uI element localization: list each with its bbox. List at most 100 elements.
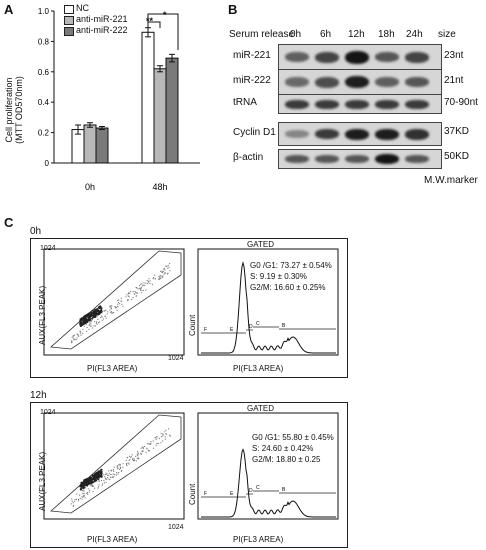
scatter-point [82, 319, 85, 322]
scatter-point [105, 481, 107, 483]
hist-xlabel-0h: PI(FL3 AREA) [233, 364, 284, 373]
scatter-point [162, 275, 164, 277]
hist-gate-letter: D [249, 488, 253, 494]
scatter-point [135, 455, 137, 457]
size-beta-actin: 50KD [444, 151, 470, 162]
scatter-point [129, 292, 131, 294]
timepoint-18h: 18h [378, 29, 395, 40]
scatter-gate [50, 250, 182, 350]
scatter-point [147, 280, 149, 282]
scatter-point [140, 283, 142, 285]
scatter-point [82, 485, 85, 488]
scatter-point [150, 442, 152, 445]
scatter-point [158, 437, 160, 439]
scatter-point [103, 479, 105, 482]
scatter-point [80, 324, 83, 327]
scatter-point [141, 446, 143, 448]
scatter-point [126, 294, 128, 296]
scatter-point [137, 452, 139, 454]
scatter-point [83, 325, 85, 327]
scatter-point [87, 488, 89, 490]
scatter-point [164, 436, 166, 438]
scatter-point [82, 496, 84, 498]
scatter-point [125, 459, 127, 462]
scatter-point [110, 476, 112, 479]
scatter-point [126, 463, 128, 466]
scatter-point [146, 448, 148, 450]
scatter-point [92, 491, 94, 493]
scatter-point [71, 342, 73, 344]
scatter-xlabel-0h: PI(FL3 AREA) [87, 364, 138, 373]
scatter-point [144, 284, 146, 286]
scatter-point [79, 494, 81, 496]
scatter-point [122, 466, 124, 468]
hist-gate-letter: B [282, 487, 286, 493]
hist-gate-letter: F [204, 491, 207, 497]
scatter-point [104, 476, 106, 478]
scatter-point [157, 442, 159, 444]
scatter-point [152, 447, 155, 449]
legend-label-nc: NC [76, 3, 89, 13]
scatter-point [148, 443, 150, 445]
scatter-point [132, 291, 134, 293]
scatter-point [84, 497, 86, 499]
scatter-point [86, 484, 88, 487]
gated-label-12h: GATED [247, 404, 274, 413]
scatter-point [89, 325, 91, 327]
scatter-point [156, 443, 158, 445]
scatter-point [101, 315, 103, 317]
scatter-point [159, 276, 161, 279]
scatter-point [165, 433, 167, 435]
scatter-point [112, 476, 114, 478]
scatter-point [97, 473, 100, 475]
scatter-point [77, 334, 79, 336]
scatter-point [101, 472, 103, 475]
scatter-point [96, 323, 98, 325]
hist-xlabel-12h: PI(FL3 AREA) [233, 535, 284, 544]
scatter-point [88, 318, 90, 320]
scatter-point [142, 447, 144, 450]
band-4-1 [315, 155, 339, 163]
scatter-point [146, 443, 148, 445]
scatter-point [97, 318, 99, 321]
scatter-point [136, 292, 138, 294]
scatter-point [86, 477, 88, 480]
legend-swatch-anti-mir-221 [64, 16, 74, 25]
scatter-point [74, 338, 76, 340]
scatter-point [128, 292, 130, 294]
scatter-point [110, 311, 112, 313]
scatter-point [133, 458, 135, 460]
scatter-point [85, 323, 87, 326]
y-tick-label: 0 [45, 159, 50, 168]
scatter-point [91, 319, 93, 321]
scatter-point [129, 456, 132, 458]
scatter-point [83, 490, 85, 492]
hist-curve [201, 261, 336, 354]
blot-mir-222 [278, 69, 442, 95]
band-1-4 [405, 77, 429, 87]
bar-48h-2 [165, 57, 179, 164]
band-0-0 [285, 52, 309, 62]
scatter-point [111, 312, 113, 314]
scatter-point [109, 305, 111, 307]
band-0-4 [405, 52, 429, 63]
blot-beta-actin [278, 149, 442, 169]
scatter-point [99, 307, 101, 309]
band-1-0 [285, 77, 309, 87]
band-1-2 [345, 76, 369, 88]
scatter-point [127, 300, 129, 302]
scatter-point [118, 472, 120, 474]
scatter-point [88, 324, 90, 326]
timepoint-24h: 24h [406, 29, 423, 40]
scatter-point [114, 473, 116, 475]
scatter-point [91, 481, 93, 484]
scatter-point [131, 454, 133, 456]
scatter-point [95, 321, 97, 323]
scatter-point [110, 474, 112, 476]
significance-double-star: ** [146, 16, 154, 26]
scatter-point [96, 316, 98, 318]
scatter-point [113, 470, 115, 472]
scatter-point [114, 306, 117, 308]
scatter-point [141, 292, 143, 294]
